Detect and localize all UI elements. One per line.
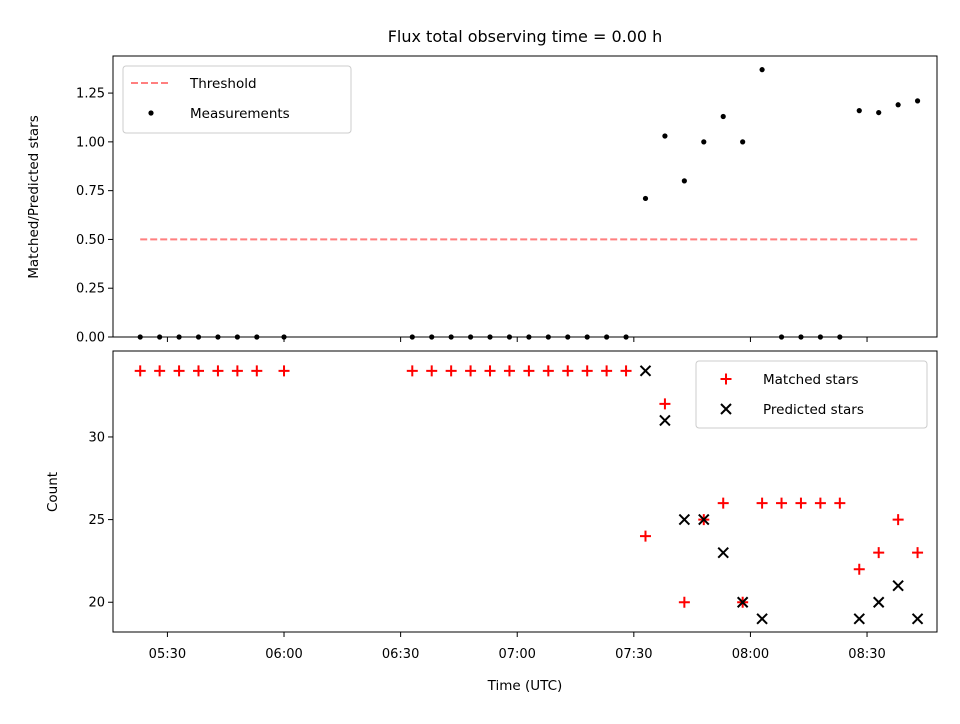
data-point <box>445 365 457 377</box>
top-panel: 0.00 0.25 0.50 0.75 1.00 1.25 Threshold Measure… <box>76 55 938 346</box>
y-tick-label: 0.75 <box>76 184 105 199</box>
data-point <box>542 365 554 377</box>
data-point <box>720 113 726 120</box>
data-point <box>662 133 668 139</box>
data-point <box>173 365 185 377</box>
data-point <box>465 365 477 377</box>
data-point <box>853 613 865 625</box>
data-point <box>620 365 632 377</box>
data-point <box>911 613 924 625</box>
data-point <box>776 497 788 509</box>
plot-frame <box>112 55 938 338</box>
x-tick-label: 08:00 <box>732 647 769 662</box>
data-point <box>154 365 166 377</box>
y-tick-label: 0.00 <box>76 331 105 346</box>
data-point <box>895 102 901 108</box>
data-point <box>912 547 924 559</box>
data-point <box>717 497 729 509</box>
y-tick-label: 1.00 <box>76 135 105 150</box>
data-point <box>678 596 690 608</box>
data-point <box>659 414 671 427</box>
legend-frame <box>695 360 928 429</box>
x-axis-label: Time (UTC) <box>487 678 563 694</box>
data-point <box>134 365 146 377</box>
data-point <box>639 530 651 542</box>
legend: Matched stars Predicted stars <box>695 360 928 429</box>
data-point <box>740 139 746 145</box>
data-point <box>756 497 768 509</box>
plot-frame <box>112 350 938 633</box>
legend-label: Matched stars <box>763 372 859 388</box>
x-tick-label: 07:00 <box>498 647 535 662</box>
data-point <box>484 365 496 377</box>
data-point <box>659 398 671 410</box>
data-point <box>814 497 826 509</box>
y-tick-label: 25 <box>88 513 105 528</box>
x-tick-label: 07:30 <box>615 647 652 662</box>
data-point <box>406 365 418 377</box>
legend-swatch <box>720 403 732 415</box>
data-point <box>736 596 749 608</box>
data-point <box>873 547 885 559</box>
data-point <box>251 365 263 377</box>
data-point <box>639 365 652 377</box>
y-tick-label: 0.25 <box>76 282 105 297</box>
y-tick-label: 1.25 <box>76 87 105 102</box>
data-point <box>717 546 729 559</box>
x-tick-label: 06:30 <box>382 647 419 662</box>
data-point <box>856 108 862 114</box>
y-tick-label: 30 <box>88 430 105 445</box>
series-predicted-stars <box>639 365 924 625</box>
data-point <box>212 365 224 377</box>
legend-swatch <box>148 110 154 116</box>
data-point <box>581 365 593 377</box>
top-y-axis-label: Matched/Predicted stars <box>26 115 42 278</box>
data-point <box>193 365 205 377</box>
data-point <box>872 596 885 608</box>
data-point <box>231 365 243 377</box>
chart-title: Flux total observing time = 0.00 h <box>388 27 663 46</box>
data-point <box>756 613 768 625</box>
data-point <box>642 195 649 202</box>
data-point <box>503 365 515 377</box>
data-point <box>914 98 921 104</box>
legend-frame <box>122 65 352 134</box>
data-point <box>701 139 707 145</box>
legend-swatch <box>720 373 732 385</box>
data-point <box>795 497 807 509</box>
legend: Threshold Measurements <box>122 65 352 134</box>
data-point <box>892 580 904 592</box>
x-tick-label: 06:00 <box>265 647 302 662</box>
data-point <box>278 365 290 377</box>
bottom-panel: 20 25 30 05:30 06:00 06:30 07:00 07:30 08:00 08:3… <box>88 350 938 662</box>
y-tick-label: 0.50 <box>76 233 105 248</box>
x-tick-label: 08:30 <box>848 647 885 662</box>
data-point <box>834 497 846 509</box>
bottom-y-axis-label: Count <box>45 472 61 512</box>
data-point <box>426 365 438 377</box>
data-point <box>892 514 904 526</box>
legend-label: Threshold <box>189 76 257 92</box>
legend-label: Measurements <box>190 106 290 122</box>
data-point <box>876 109 882 116</box>
data-point <box>759 67 765 73</box>
data-point <box>562 365 574 377</box>
data-point <box>601 365 613 377</box>
data-point <box>678 513 691 526</box>
legend-label: Predicted stars <box>763 402 864 418</box>
data-point <box>681 178 687 184</box>
data-point <box>523 365 535 377</box>
x-tick-label: 05:30 <box>149 647 186 662</box>
data-point <box>698 513 710 526</box>
y-tick-label: 20 <box>88 596 105 611</box>
data-point <box>853 563 865 575</box>
